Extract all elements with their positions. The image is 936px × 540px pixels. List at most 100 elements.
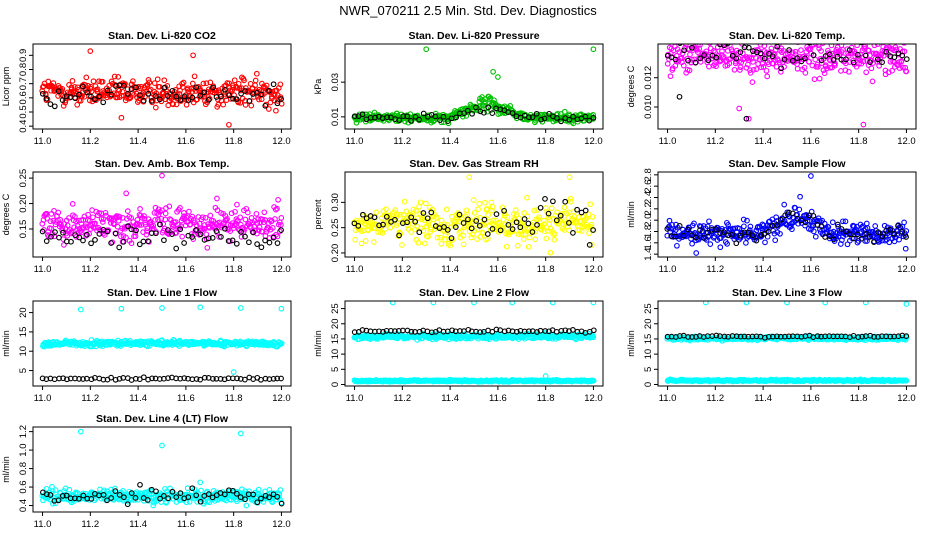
data-point: [685, 57, 691, 64]
data-point: [838, 226, 845, 232]
data-point: [824, 65, 830, 72]
data-point: [389, 210, 396, 217]
data-point: [509, 110, 516, 116]
data-point: [66, 486, 73, 493]
data-point: [177, 97, 184, 103]
data-point: [403, 208, 410, 215]
data-point: [222, 225, 228, 232]
data-point: [445, 118, 451, 124]
data-point: [47, 101, 54, 107]
data-point: [39, 375, 46, 382]
x-tick-label: 12.0: [584, 393, 603, 404]
y-tick-label: 0.010: [643, 95, 654, 119]
data-point: [542, 196, 548, 202]
data-point: [489, 207, 495, 214]
data-point: [891, 54, 898, 61]
y-tick-label: 0.6: [18, 91, 29, 104]
data-point: [822, 62, 829, 69]
data-point: [72, 232, 79, 238]
data-point: [777, 230, 783, 237]
data-point: [460, 232, 467, 239]
data-point: [798, 47, 804, 53]
data-point: [814, 333, 821, 339]
data-point: [858, 235, 865, 242]
data-point: [724, 241, 730, 247]
data-point: [205, 235, 212, 242]
data-point: [566, 209, 572, 216]
data-point: [826, 51, 833, 58]
data-point: [185, 85, 191, 92]
data-point: [242, 376, 248, 383]
data-point: [263, 82, 270, 89]
data-point: [761, 230, 768, 237]
data-point: [181, 375, 188, 381]
data-point: [563, 220, 570, 226]
data-point: [550, 198, 556, 205]
outlier-point: [736, 105, 743, 112]
outlier-point: [87, 48, 94, 54]
plot-frame: [344, 43, 604, 130]
data-point: [170, 101, 176, 108]
data-point: [437, 117, 443, 123]
y-axis-label: ml/min: [1, 330, 11, 357]
data-point: [902, 64, 909, 71]
outlier-point: [430, 301, 437, 306]
outlier-point: [676, 93, 683, 100]
data-point: [379, 230, 386, 236]
data-point: [238, 90, 244, 97]
outlier-point: [862, 301, 869, 306]
data-point: [380, 329, 386, 335]
data-point: [448, 235, 455, 241]
data-point: [270, 81, 277, 88]
data-point: [468, 225, 475, 232]
outlier-point: [226, 121, 232, 128]
y-tick-label: 0.15: [18, 220, 29, 239]
data-point: [863, 220, 870, 227]
data-point: [570, 230, 576, 236]
data-point: [181, 93, 188, 100]
data-point: [777, 69, 784, 75]
data-point: [854, 44, 860, 49]
data-point: [497, 227, 504, 234]
data-point: [274, 240, 281, 246]
data-point: [725, 44, 731, 46]
data-point: [388, 327, 394, 334]
data-point: [140, 97, 147, 104]
data-point: [193, 376, 200, 382]
data-point: [104, 87, 111, 94]
data-point: [396, 232, 402, 239]
data-point: [544, 209, 550, 215]
data-point: [901, 48, 908, 55]
data-point: [512, 207, 519, 213]
data-point: [562, 327, 569, 334]
data-point: [113, 91, 120, 98]
data-point: [838, 333, 845, 340]
data-point: [96, 78, 102, 85]
data-point: [830, 57, 837, 63]
data-point: [664, 226, 671, 232]
data-point: [102, 209, 109, 216]
data-point: [262, 102, 269, 109]
outlier-point: [566, 174, 573, 180]
data-point: [404, 113, 411, 120]
data-point: [818, 57, 825, 64]
data-point: [64, 376, 70, 383]
data-point: [827, 57, 834, 64]
data-point: [189, 94, 196, 101]
panel-title: Stan. Dev. Li-820 CO2: [108, 30, 216, 42]
data-point: [234, 375, 240, 382]
data-point: [534, 329, 540, 335]
data-point: [152, 104, 159, 111]
data-point: [124, 208, 131, 214]
data-point: [876, 239, 882, 245]
data-point: [80, 237, 86, 244]
data-point: [165, 227, 171, 233]
data-point: [181, 210, 187, 216]
data-point: [733, 240, 740, 247]
x-tick-label: 11.2: [706, 136, 724, 147]
data-point: [444, 227, 451, 233]
data-point: [476, 222, 483, 229]
data-point: [164, 93, 171, 99]
data-point: [56, 234, 62, 241]
data-point: [88, 240, 94, 247]
